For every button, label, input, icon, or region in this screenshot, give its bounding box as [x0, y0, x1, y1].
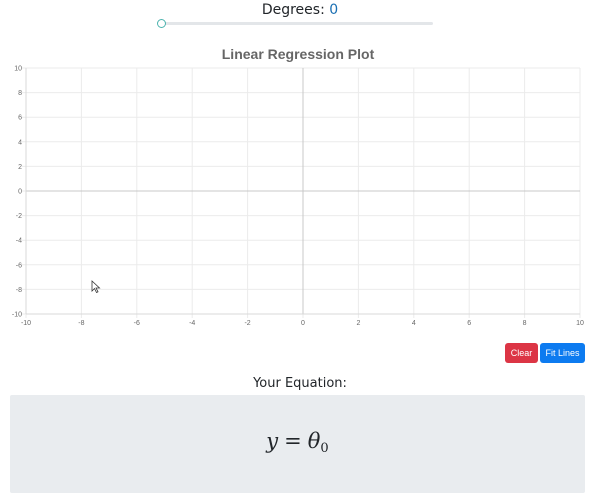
degrees-label: Degrees: [261, 2, 325, 18]
clear-button[interactable]: Clear [505, 343, 538, 363]
equation-lhs: y [266, 429, 279, 453]
y-tick-label: 4 [18, 139, 22, 146]
y-tick-label: -4 [16, 238, 22, 245]
chart-title: Linear Regression Plot [222, 46, 375, 62]
equation-subscript: 0 [320, 441, 329, 456]
x-tick-label: 4 [412, 320, 416, 327]
x-tick-label: -4 [189, 320, 195, 327]
chart-ticks: -10 -8 -6 -4 -2 0 2 4 6 8 10 -10 -8 -6 -4 -2 0 2 4 6 8 10 [12, 66, 584, 328]
x-tick-label: 2 [356, 320, 360, 327]
equation-theta: θ [307, 429, 321, 453]
chart-axes [25, 68, 580, 315]
y-tick-label: -10 [12, 312, 22, 319]
fit-lines-button[interactable]: Fit Lines [540, 343, 585, 363]
y-tick-label: 0 [18, 189, 22, 196]
x-tick-label: -10 [21, 320, 31, 327]
slider-thumb[interactable] [157, 19, 166, 28]
y-tick-label: 8 [18, 90, 22, 97]
degrees-header: Degrees: 0 [0, 2, 600, 18]
y-tick-label: 10 [14, 66, 22, 73]
y-tick-label: -8 [16, 287, 22, 294]
y-tick-label: -6 [16, 262, 22, 269]
chart-grid [22, 67, 581, 318]
degrees-slider[interactable] [157, 19, 433, 29]
slider-track[interactable] [161, 22, 433, 25]
equation-equals: = [284, 429, 302, 453]
y-tick-label: 2 [18, 164, 22, 171]
equation-heading: Your Equation: [253, 376, 347, 391]
regression-chart[interactable]: Linear Regression Plot -10 -8 -6 -4 -2 0 2 4 6 8 1… [0, 40, 600, 332]
x-tick-label: -8 [78, 320, 84, 327]
x-tick-label: 0 [301, 320, 305, 327]
equation-formula: y = θ0 [10, 429, 585, 456]
y-tick-label: 6 [18, 115, 22, 122]
x-tick-label: 6 [467, 320, 471, 327]
x-tick-label: -6 [134, 320, 140, 327]
equation-box: y = θ0 [10, 395, 585, 493]
x-tick-label: 10 [576, 320, 584, 327]
y-tick-label: -2 [16, 213, 22, 220]
mouse-cursor-icon [91, 280, 101, 294]
x-tick-label: -2 [244, 320, 250, 327]
chart-canvas[interactable]: Linear Regression Plot -10 -8 -6 -4 -2 0 2 4 6 8 1… [0, 40, 600, 332]
x-tick-label: 8 [523, 320, 527, 327]
degrees-value: 0 [329, 2, 339, 18]
